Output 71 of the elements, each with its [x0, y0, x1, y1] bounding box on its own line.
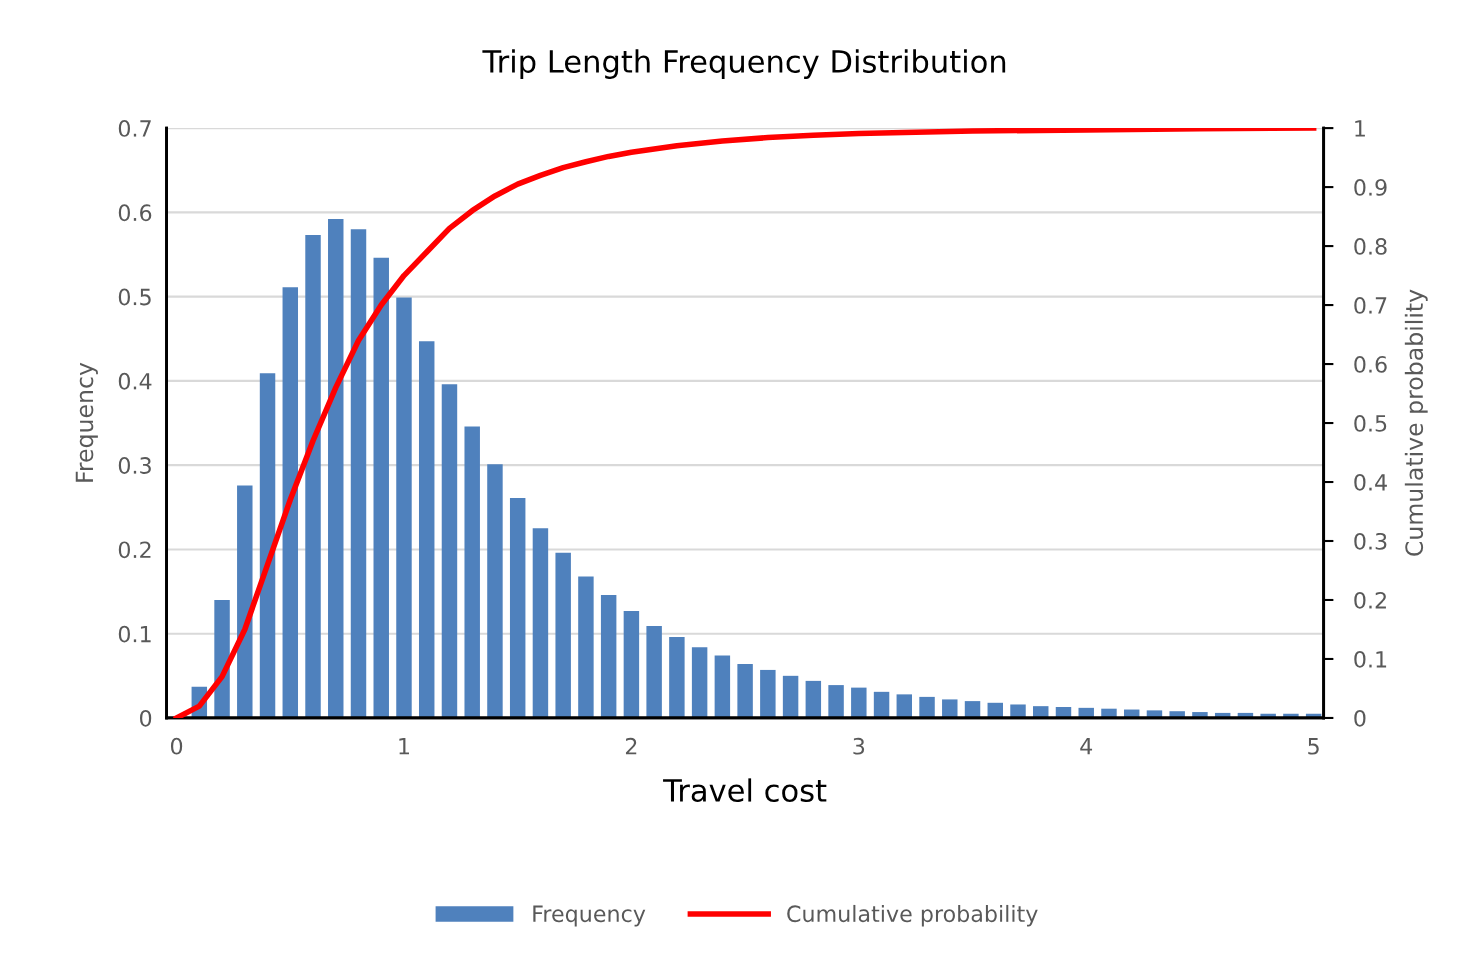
bar: [623, 610, 640, 718]
y-axis-title: Frequency: [75, 362, 98, 482]
bar: [873, 691, 890, 718]
y-tick-label: 0.3: [118, 457, 151, 474]
y-tick-label: 0.5: [118, 288, 151, 306]
y2-tick-label: 0.2: [1354, 591, 1386, 609]
bar: [1101, 708, 1117, 718]
bar: [1146, 710, 1163, 718]
bar: [737, 664, 753, 718]
bar: [214, 599, 230, 718]
bar: [282, 287, 299, 718]
bar: [373, 257, 389, 718]
x-tick-label: 0: [170, 737, 183, 755]
y-tick-label: 0.4: [118, 372, 152, 390]
bar: [851, 687, 867, 718]
bar: [919, 696, 935, 718]
bar: [646, 626, 662, 718]
x-tick-label: 2: [625, 737, 637, 755]
y-tick-label: 0.6: [118, 204, 152, 222]
bar: [760, 669, 776, 718]
y2-tick-label: 0.1: [1354, 650, 1387, 668]
bar: [305, 235, 321, 718]
bar: [691, 647, 708, 718]
y2-tick-label: 0.5: [1354, 414, 1387, 432]
legend-label: Cumulative probability: [787, 904, 1038, 927]
y2-tick-label: 0: [1354, 709, 1366, 727]
bar: [942, 699, 958, 718]
y2-tick-label: 0.4: [1354, 473, 1387, 491]
bar: [532, 528, 549, 718]
y2-tick-label: 0.7: [1354, 297, 1387, 314]
x-tick-label: 3: [853, 737, 865, 755]
y-tick-label: 0.1: [118, 625, 151, 643]
y-tick-label: 0.7: [118, 120, 151, 137]
bar: [1169, 711, 1185, 718]
y2-tick-label: 0.6: [1354, 355, 1387, 373]
bar: [555, 552, 571, 718]
bar: [396, 297, 412, 718]
bar: [1078, 707, 1094, 718]
y2-tick-label: 0.8: [1354, 238, 1387, 255]
x-tick-label: 5: [1308, 738, 1319, 755]
y2-tick-label: 0.3: [1354, 532, 1387, 550]
bar: [805, 680, 822, 718]
bar: [464, 426, 480, 718]
bar: [259, 373, 276, 718]
chart-title: Trip Length Frequency Distribution: [482, 49, 1006, 79]
bar: [1033, 706, 1049, 718]
bar: [669, 637, 685, 718]
bar: [964, 701, 981, 718]
bar: [828, 685, 844, 718]
y2-axis-title: Cumulative probability: [1404, 289, 1428, 556]
bar: [237, 485, 253, 718]
bar: [578, 576, 594, 718]
bar: [509, 498, 526, 718]
bar: [350, 229, 367, 718]
bar: [600, 594, 617, 718]
y2-tick-label: 1: [1355, 120, 1365, 137]
bar: [714, 655, 731, 718]
x-axis-title: Travel cost: [663, 778, 827, 802]
y-tick-label: 0.2: [118, 541, 151, 559]
x-tick-label: 4: [1080, 738, 1093, 755]
bar: [1010, 704, 1026, 718]
bar: [418, 341, 435, 718]
legend-label: Frequency: [533, 905, 646, 927]
bar: [441, 384, 458, 718]
bar: [487, 464, 503, 718]
bar: [328, 219, 344, 718]
bar: [782, 675, 799, 718]
bar: [896, 694, 913, 718]
x-tick-label: 1: [399, 738, 409, 755]
y2-tick-label: 0.9: [1354, 179, 1387, 196]
y-tick-label: 0: [140, 709, 152, 727]
